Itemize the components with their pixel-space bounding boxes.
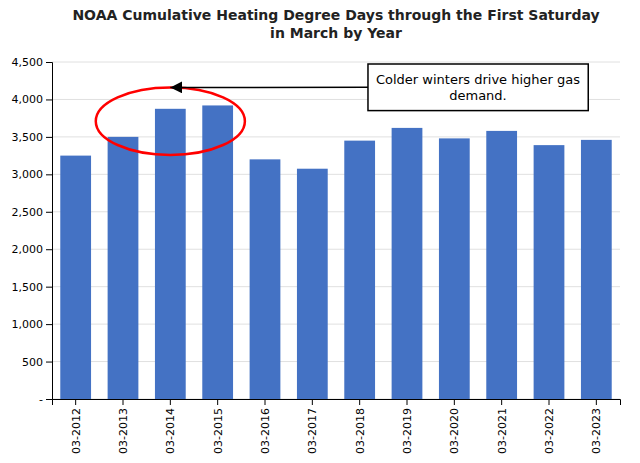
tick-label: 500 [22,356,43,369]
annotation: Colder winters drive higher gasdemand. [368,64,588,111]
chart: - 500 1,000 1,500 2,000 2,500 3,000 3,500 4,000 4… [0,0,640,463]
tick-label: 03-2012 [70,408,83,454]
bar [108,137,139,399]
y-axis: - 500 1,000 1,500 2,000 2,500 3,000 3,500 4,000 4… [12,56,53,406]
bar [581,140,612,399]
title: NOAA Cumulative Heating Degree Days thro… [72,7,599,41]
bar [439,138,470,399]
tick-mark [46,324,52,325]
axis-domain [46,63,53,400]
tick-label: 03-2016 [259,408,272,454]
tick: 03-2014 [164,399,177,454]
highlight-ellipse [96,87,245,154]
tick-mark [454,399,455,405]
tick-mark [265,399,266,405]
tick: 03-2017 [306,399,319,454]
tick: 1,500 [12,281,53,294]
annotation-text: Colder winters drive higher gasdemand. [376,72,580,103]
tick-label: 3,500 [12,131,44,144]
tick-mark [46,174,52,175]
tick-label: 1,000 [12,318,44,331]
tick-label: 03-2023 [590,408,603,454]
axis-domain [53,400,621,406]
tick-mark [407,399,408,405]
tick-label: 03-2019 [401,408,414,454]
tick: 03-2016 [259,399,272,454]
tick-label: 2,000 [12,243,44,256]
tick: - [39,393,52,406]
tick-label: 03-2021 [496,408,509,454]
tick-label: 03-2018 [354,408,367,454]
tick-mark [46,249,52,250]
tick-mark [46,212,52,213]
tick: 03-2018 [354,399,367,454]
bar [60,156,91,399]
plot: - 500 1,000 1,500 2,000 2,500 3,000 3,500 4,000 4… [12,56,621,454]
tick-mark [596,399,597,405]
bars [60,105,611,399]
tick: 03-2023 [590,399,603,454]
tick: 03-2013 [117,399,130,454]
tick-label: 2,500 [12,206,44,219]
tick-mark [217,399,218,405]
tick-mark [170,399,171,405]
annotation-arrow [170,87,368,89]
bar [250,159,281,399]
tick: 4,500 [12,56,53,69]
tick: 3,000 [12,168,53,181]
bar [534,145,565,399]
tick-mark [549,399,550,405]
bar [297,169,328,399]
tick-label: 03-2020 [448,408,461,454]
tick-label: 03-2013 [117,408,130,454]
tick-label: 3,000 [12,168,44,181]
tick-label: 03-2017 [306,408,319,454]
tick: 03-2012 [70,399,83,454]
annotation-box [368,64,588,111]
tick-mark [46,287,52,288]
tick: 03-2020 [448,399,461,454]
tick-label: 4,000 [12,93,44,106]
tick-label: - [39,393,43,406]
tick-mark [501,399,502,405]
tick: 2,000 [12,243,53,256]
tick-label: 03-2014 [164,408,177,454]
bar [486,131,517,399]
bar [344,141,375,399]
tick-label: 1,500 [12,281,44,294]
tick: 03-2015 [212,399,225,454]
tick-label: 4,500 [12,56,44,69]
grid [52,62,620,399]
bar [392,128,423,399]
tick-mark [46,99,52,100]
tick: 1,000 [12,318,53,331]
bar [155,109,186,399]
tick: 03-2019 [401,399,414,454]
tick: 3,500 [12,131,53,144]
tick-mark [75,399,76,405]
grid-line [52,62,620,63]
tick-mark [46,62,52,63]
tick: 500 [22,356,52,369]
tick-mark [359,399,360,405]
tick: 2,500 [12,206,53,219]
tick-mark [46,362,52,363]
tick-mark [312,399,313,405]
tick-label: 03-2015 [212,408,225,454]
tick: 03-2022 [543,399,556,454]
tick: 4,000 [12,93,53,106]
tick-label: 03-2022 [543,408,556,454]
tick: 03-2021 [496,399,509,454]
x-axis: 03-2012 03-2013 03-2014 03-2015 03-2016 03-20… [53,399,621,454]
tick-mark [46,137,52,138]
tick-mark [46,399,52,400]
tick-mark [123,399,124,405]
